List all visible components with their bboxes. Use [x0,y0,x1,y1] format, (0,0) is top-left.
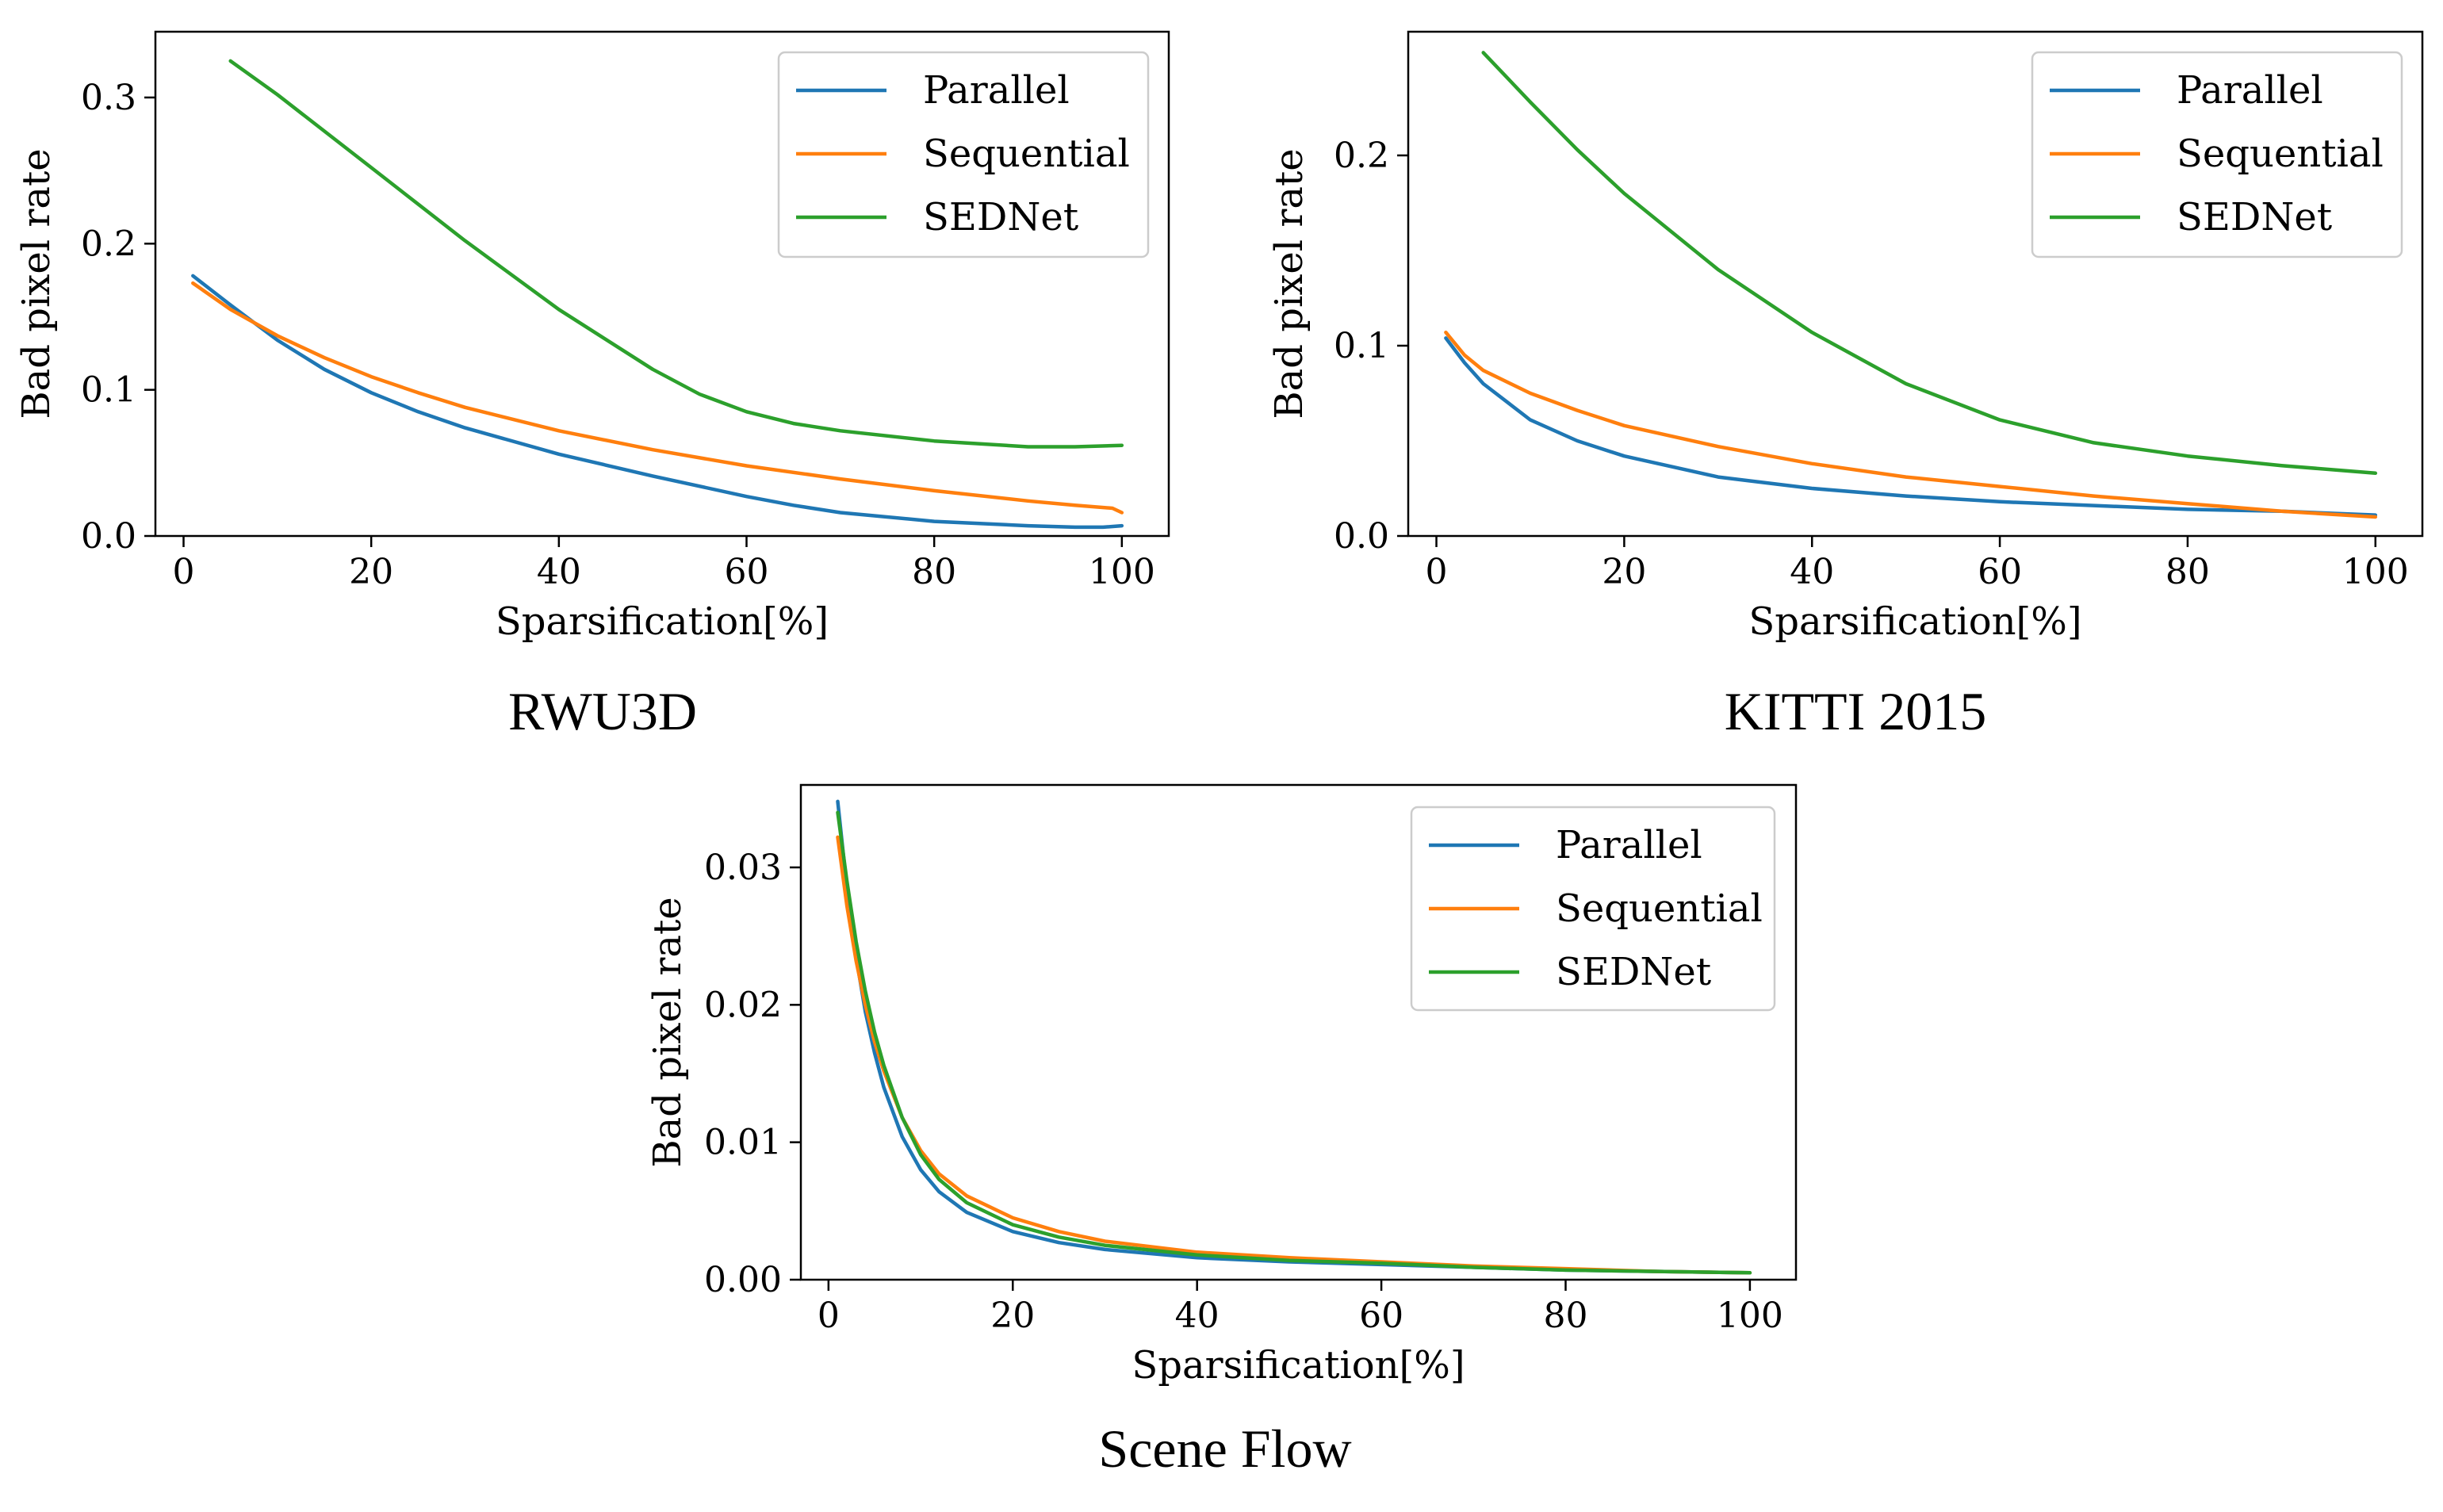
x-tick-label: 100 [1717,1296,1783,1336]
x-tick-label: 100 [1089,552,1155,592]
y-tick-label: 0.00 [704,1260,782,1300]
legend-label-parallel: Parallel [923,68,1070,113]
x-tick-label: 0 [1426,552,1448,592]
x-tick-label: 60 [725,552,769,592]
x-tick-label: 20 [349,552,393,592]
series-line-sednet [836,810,1752,1275]
chart-panel-2: 0 20 40 60 80 100 0.00 0.01 0.02 0.03 Sparsificati… [645,783,1798,1479]
y-axis-label: Bad pixel rate [14,148,59,419]
x-tick-label: 60 [1978,552,2022,592]
series-line-sequential [1444,330,2378,519]
legend: Parallel Sequential SEDNet [2031,51,2403,258]
x-tick-label: 40 [1790,552,1834,592]
legend-box [2031,51,2403,258]
plot-frame [154,30,1170,538]
series-line-sednet [1481,51,2378,476]
y-tick-label: 0.01 [704,1123,782,1163]
y-tick-label: 0.2 [1334,136,1389,176]
y-tick-label: 0.1 [81,370,136,411]
legend-label-sequential: Sequential [1556,886,1763,931]
series-line-sequential [191,281,1124,515]
y-tick-label: 0.0 [1334,516,1389,557]
legend-label-parallel: Parallel [1556,823,1702,867]
legend-label-sednet: SEDNet [2177,195,2332,239]
x-axis-label: Sparsification[%] [1748,599,2081,644]
chart-panel-1: 0 20 40 60 80 100 0.0 0.1 0.2 Sparsification[%] Ba… [1267,30,2424,741]
x-tick-label: 60 [1359,1296,1403,1336]
y-tick-label: 0.0 [81,516,136,557]
y-axis-label: Bad pixel rate [645,897,690,1167]
panel-caption: Scene Flow [1098,1418,1351,1479]
y-tick-label: 0.02 [704,985,782,1025]
panel-caption: RWU3D [508,681,697,741]
legend-label-parallel: Parallel [2177,68,2323,113]
x-axis-label: Sparsification[%] [1132,1343,1465,1388]
legend-label-sequential: Sequential [2177,132,2384,176]
x-tick-label: 0 [173,552,195,592]
x-tick-label: 80 [912,552,956,592]
x-axis-label: Sparsification[%] [496,599,829,644]
x-tick-label: 40 [1175,1296,1220,1336]
x-tick-label: 0 [818,1296,840,1336]
panel-caption: KITTI 2015 [1725,681,1986,741]
legend-box [1410,806,1776,1012]
y-tick-label: 0.2 [81,224,136,264]
y-tick-label: 0.03 [704,848,782,888]
legend-box [777,51,1150,258]
legend-label-sequential: Sequential [923,132,1130,176]
y-tick-label: 0.3 [81,78,136,118]
series-line-parallel [1444,336,2378,517]
y-axis-label: Bad pixel rate [1267,148,1311,419]
plot-frame [799,783,1798,1281]
legend-label-sednet: SEDNet [1556,950,1711,994]
x-tick-label: 20 [1602,552,1646,592]
legend: Parallel Sequential SEDNet [1410,806,1776,1012]
plot-frame [1407,30,2424,538]
x-tick-label: 80 [2165,552,2210,592]
y-tick-label: 0.1 [1334,326,1389,366]
series-line-sednet [228,59,1124,449]
x-tick-label: 40 [537,552,581,592]
legend-label-sednet: SEDNet [923,195,1078,239]
x-tick-label: 100 [2342,552,2409,592]
series-line-parallel [191,274,1124,530]
x-tick-label: 80 [1543,1296,1587,1336]
chart-panel-0: 0 20 40 60 80 100 0.0 0.1 0.2 0.3 Sparsification[%… [14,30,1170,741]
legend: Parallel Sequential SEDNet [777,51,1150,258]
x-tick-label: 20 [990,1296,1035,1336]
